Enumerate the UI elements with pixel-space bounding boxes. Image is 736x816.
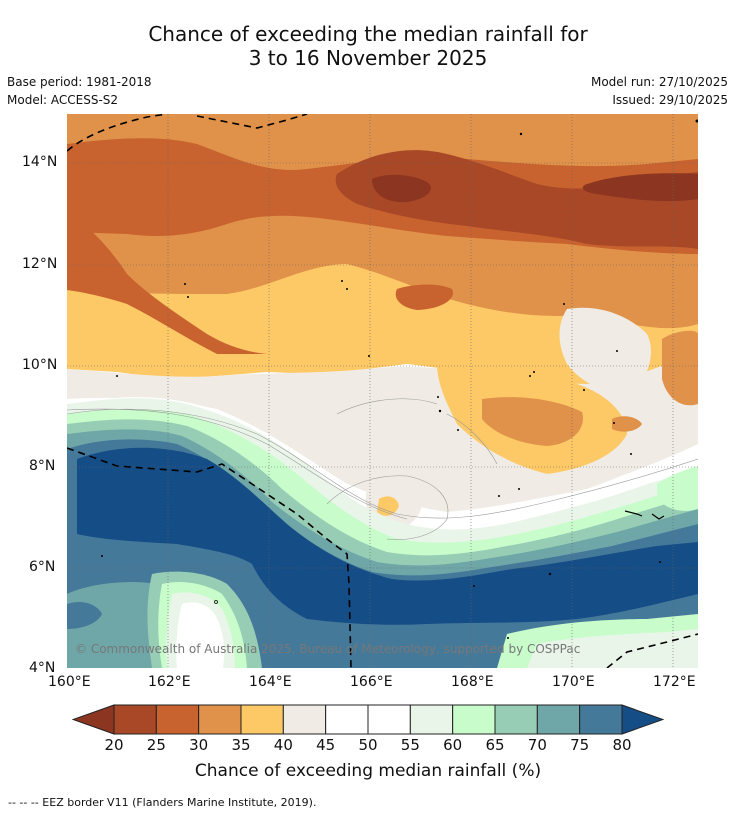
colorbar-tick-label: 30 [189,736,209,754]
lon-label-164e: 164°E [249,674,292,690]
colorbar-cell [282,704,327,735]
lat-label-12n: 12°N [22,256,58,272]
colorbar-tick-label: 65 [485,736,505,754]
lon-label-170e: 170°E [552,674,595,690]
lat-label-4n: 4°N [29,660,56,676]
colorbar-tick-label: 45 [316,736,336,754]
rainfall-map [67,114,698,668]
colorbar [72,704,664,735]
model-name: Model: ACCESS-S2 [7,93,119,107]
lat-label-6n: 6°N [29,559,56,575]
colorbar-cell [367,704,411,735]
model-run: Model run: 27/10/2025 [590,75,728,89]
title-line-1: Chance of exceeding the median rainfall … [148,22,588,46]
colorbar-tick-label: 50 [358,736,378,754]
lon-label-166e: 166°E [350,674,393,690]
colorbar-cell [325,704,369,735]
lon-label-162e: 162°E [148,674,191,690]
lat-label-10n: 10°N [22,357,58,373]
lat-label-14n: 14°N [22,154,58,170]
title-line-2: 3 to 16 November 2025 [248,46,488,70]
map-canvas [67,114,698,668]
colorbar-cell [494,704,538,735]
base-period: Base period: 1981-2018 [7,75,152,89]
colorbar-tick-label: 20 [104,736,124,754]
colorbar-title: Chance of exceeding median rainfall (%) [194,761,542,781]
colorbar-tick-label: 25 [146,736,166,754]
colorbar-tick-label: 80 [612,736,632,754]
issued-date: Issued: 29/10/2025 [612,93,728,107]
colorbar-cell [579,704,623,735]
colorbar-cell [452,704,496,735]
lon-label-160e: 160°E [48,674,91,690]
colorbar-tick-label: 55 [400,736,420,754]
colorbar-tick-label: 60 [443,736,463,754]
colorbar-tick-label: 35 [231,736,251,754]
eez-footnote: -- -- -- EEZ border V11 (Flanders Marine… [8,796,317,809]
colorbar-tick-label: 75 [570,736,590,754]
copyright-text: © Commonwealth of Australia 2025, Bureau… [75,642,581,656]
lon-label-172e: 172°E [653,674,696,690]
colorbar-tick-label: 40 [273,736,293,754]
colorbar-cell [113,704,157,735]
lon-label-168e: 168°E [451,674,494,690]
lat-label-8n: 8°N [29,458,56,474]
colorbar-cell [198,704,242,735]
colorbar-tick-label: 70 [527,736,547,754]
colorbar-cell [240,704,284,735]
colorbar-cell [536,704,581,735]
colorbar-over-arrow [621,704,664,735]
colorbar-under-arrow [72,704,115,735]
colorbar-cell [155,704,200,735]
colorbar-cell [409,704,454,735]
